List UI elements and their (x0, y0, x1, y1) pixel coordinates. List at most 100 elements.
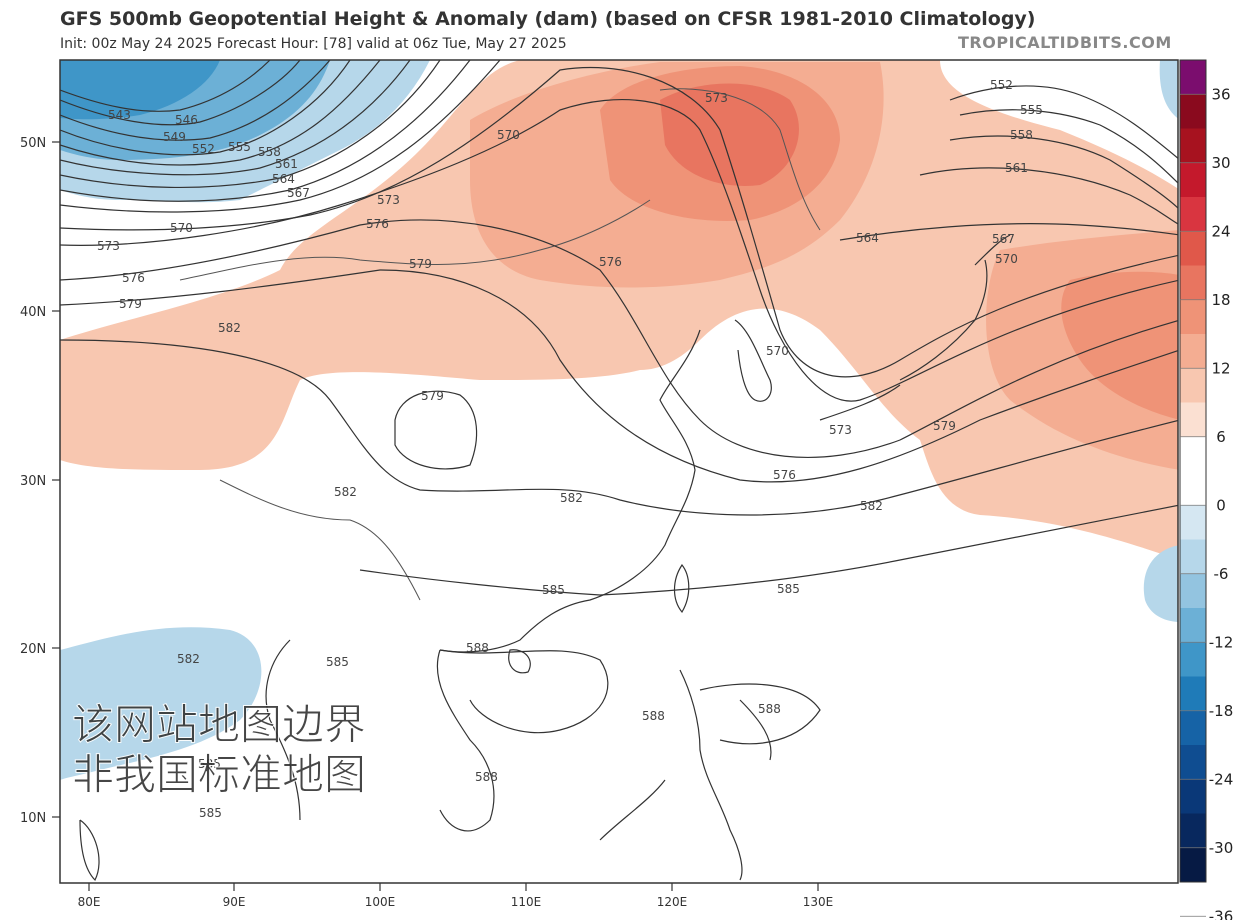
contour-label: 576 (122, 271, 145, 285)
colorbar-tick-label: 0 (1216, 496, 1226, 514)
lon-label: 80E (78, 895, 101, 909)
contour-label: 570 (497, 128, 520, 142)
colorbar-swatch (1180, 368, 1206, 403)
height-contours (60, 60, 1178, 745)
contour-label: 570 (995, 252, 1018, 266)
contour-label: 582 (177, 652, 200, 666)
negative-anomaly-sw (60, 627, 262, 780)
forecast-info: Init: 00z May 24 2025 Forecast Hour: [78… (60, 36, 567, 52)
colorbar-tick-label: 12 (1211, 359, 1230, 377)
contour-label: 585 (199, 806, 222, 820)
colorbar-tick-label: -6 (1214, 565, 1229, 583)
contour-552-ne (949, 85, 1178, 160)
colorbar-swatch (1180, 197, 1206, 232)
contour-label: 549 (163, 130, 186, 144)
contour-label: 552 (192, 142, 215, 156)
colorbar-swatch (1180, 745, 1206, 780)
colorbar-swatch (1180, 539, 1206, 575)
contour-label: 561 (1005, 161, 1028, 175)
southern-border (219, 479, 421, 601)
lon-label: 120E (657, 895, 688, 909)
longitude-axis (88, 883, 819, 891)
contour-label: 567 (992, 232, 1015, 246)
korea-coast (734, 319, 772, 402)
contour-label: 582 (218, 321, 241, 335)
colorbar-tick-label: -12 (1209, 633, 1234, 651)
negative-anomaly-east (1143, 545, 1178, 622)
contour-label: 576 (773, 468, 796, 482)
contour-label: 543 (108, 108, 131, 122)
contour-label: 588 (642, 709, 665, 723)
lat-label: 30N (20, 474, 46, 489)
colorbar-swatch (1180, 60, 1206, 95)
contour-558-ne (949, 135, 1178, 209)
contour-label: 585 (542, 583, 565, 597)
contour-label: 567 (287, 186, 310, 200)
contour-label: 582 (560, 491, 583, 505)
contour-564-ne (839, 223, 1178, 241)
contour-label: 555 (228, 140, 251, 154)
contour-582 (60, 339, 1178, 516)
contour-label: 573 (97, 239, 120, 253)
contour-label: 546 (175, 113, 198, 127)
contour-label: 588 (466, 641, 489, 655)
colorbar-swatch (1180, 573, 1206, 609)
taiwan-coast (673, 563, 690, 614)
contour-label: 564 (272, 172, 295, 186)
colorbar-tick-label: 18 (1211, 291, 1230, 309)
colorbar-frame (1179, 59, 1207, 883)
contour-label: 579 (119, 297, 142, 311)
colorbar-tick-label: 30 (1211, 154, 1230, 172)
colorbar-swatch (1180, 505, 1206, 540)
colorbar-tick-label: 36 (1211, 85, 1230, 103)
contour-label: 573 (377, 193, 400, 207)
contour-552 (60, 60, 351, 156)
contour-label: 588 (758, 702, 781, 716)
contour-588 (439, 649, 821, 745)
colorbar-tick-label: -18 (1209, 702, 1234, 720)
borneo-coast (599, 779, 666, 841)
contour-573 (60, 99, 1178, 402)
lat-label: 10N (20, 811, 46, 826)
contour-label: 579 (409, 257, 432, 271)
colorbar-swatch (1180, 402, 1206, 438)
colorbar-swatch (1180, 265, 1206, 301)
contour-label: 582 (334, 485, 357, 499)
contour-label: 576 (366, 217, 389, 231)
contour-579 (60, 269, 1178, 483)
lat-label: 40N (20, 305, 46, 320)
colorbar-swatch (1180, 162, 1206, 198)
contour-549 (60, 60, 331, 141)
contour-label: 552 (990, 78, 1013, 92)
watermark-line-1: 该网站地图边界 (71, 700, 367, 750)
contour-567 (60, 60, 501, 213)
colorbar-swatch (1180, 642, 1206, 677)
colorbar-tick-label: -30 (1209, 839, 1234, 857)
contour-label: 579 (421, 389, 444, 403)
contour-label: 555 (1020, 103, 1043, 117)
northern-border (179, 88, 821, 281)
contour-label: 573 (829, 423, 852, 437)
lat-label: 50N (20, 136, 46, 151)
contour-555 (60, 60, 381, 166)
contour-564 (60, 60, 471, 202)
colorbar-swatch (1180, 299, 1206, 335)
contour-label: 564 (856, 231, 879, 245)
contour-570 (60, 66, 1178, 378)
map-border (59, 59, 1179, 884)
negative-anomaly-ne (1159, 60, 1178, 119)
colorbar-tick-label: 24 (1211, 222, 1230, 240)
anomaly-colorbar (1179, 59, 1207, 883)
colorbar-swatch (1180, 334, 1206, 369)
contour-585 (359, 504, 1178, 596)
contour-543 (60, 60, 271, 112)
colorbar-swatch (1180, 779, 1206, 814)
positive-anomaly-max (660, 83, 799, 186)
contour-546 (60, 60, 301, 126)
lon-label: 90E (223, 895, 246, 909)
colorbar-ticks: 36 30 24 18 12 6 0 -6 -12 -18 -24 -30 -36 (1180, 85, 1233, 920)
lon-label: 100E (365, 895, 396, 909)
colorbar-swatch (1180, 710, 1206, 746)
negative-anomaly-nw-core (60, 60, 220, 120)
coastlines (79, 88, 1011, 882)
